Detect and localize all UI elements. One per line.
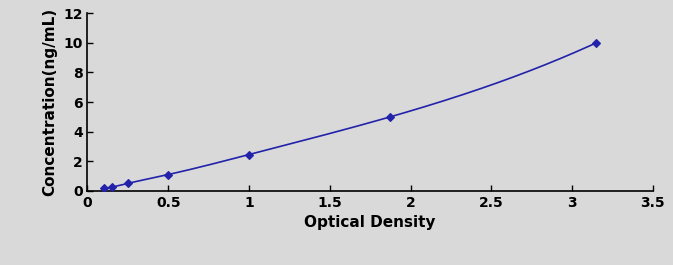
Y-axis label: Concentration(ng/mL): Concentration(ng/mL): [42, 8, 58, 196]
X-axis label: Optical Density: Optical Density: [304, 215, 436, 230]
